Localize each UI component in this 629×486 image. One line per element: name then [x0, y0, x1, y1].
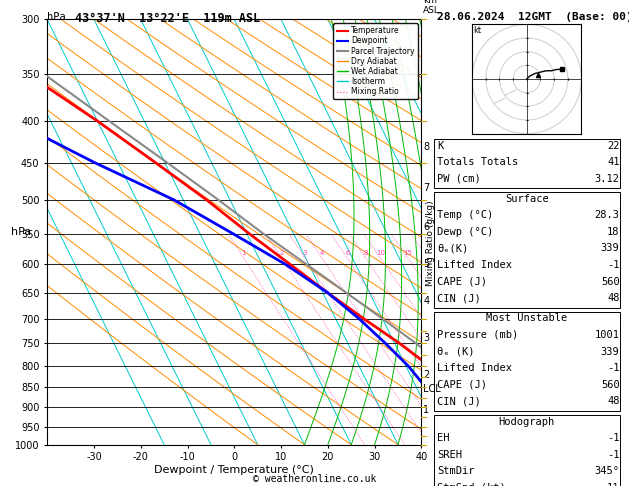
Text: 8: 8 [364, 250, 368, 256]
X-axis label: Dewpoint / Temperature (°C): Dewpoint / Temperature (°C) [154, 465, 314, 475]
Text: 7: 7 [423, 183, 430, 193]
Text: 3: 3 [303, 250, 308, 256]
Text: Hodograph: Hodograph [499, 417, 555, 427]
Text: Surface: Surface [505, 194, 548, 204]
Text: θₑ (K): θₑ (K) [437, 347, 475, 357]
Legend: Temperature, Dewpoint, Parcel Trajectory, Dry Adiabat, Wet Adiabat, Isotherm, Mi: Temperature, Dewpoint, Parcel Trajectory… [333, 23, 418, 99]
Text: θₑ(K): θₑ(K) [437, 243, 469, 254]
Text: Most Unstable: Most Unstable [486, 313, 567, 324]
Text: -1: -1 [607, 363, 620, 373]
Text: EH: EH [437, 433, 450, 443]
Text: Lifted Index: Lifted Index [437, 260, 512, 270]
Text: 6: 6 [423, 222, 430, 232]
Text: kt: kt [474, 25, 482, 35]
Text: km
ASL: km ASL [423, 0, 440, 15]
Text: Lifted Index: Lifted Index [437, 363, 512, 373]
Text: 28.3: 28.3 [594, 210, 620, 221]
Text: hPa: hPa [47, 12, 66, 22]
Text: 339: 339 [601, 347, 620, 357]
Text: 1: 1 [242, 250, 246, 256]
Text: -1: -1 [607, 260, 620, 270]
Text: 4: 4 [320, 250, 325, 256]
Text: Dewp (°C): Dewp (°C) [437, 227, 493, 237]
Text: 560: 560 [601, 277, 620, 287]
Text: 28.06.2024  12GMT  (Base: 00): 28.06.2024 12GMT (Base: 00) [437, 12, 629, 22]
Text: 8: 8 [423, 141, 430, 152]
Text: 2: 2 [279, 250, 284, 256]
Text: 6: 6 [345, 250, 350, 256]
Text: PW (cm): PW (cm) [437, 174, 481, 184]
Text: CIN (J): CIN (J) [437, 293, 481, 303]
Text: 48: 48 [607, 396, 620, 406]
Text: -1: -1 [607, 433, 620, 443]
Text: SREH: SREH [437, 450, 462, 460]
Text: Totals Totals: Totals Totals [437, 157, 518, 168]
Text: 1: 1 [423, 405, 430, 415]
Text: 48: 48 [607, 293, 620, 303]
Text: CAPE (J): CAPE (J) [437, 380, 487, 390]
Text: 345°: 345° [594, 466, 620, 476]
Text: CAPE (J): CAPE (J) [437, 277, 487, 287]
Text: 41: 41 [607, 157, 620, 168]
Text: StmSpd (kt): StmSpd (kt) [437, 483, 506, 486]
Text: CIN (J): CIN (J) [437, 396, 481, 406]
Text: 3.12: 3.12 [594, 174, 620, 184]
Text: Mixing Ratio (g/kg): Mixing Ratio (g/kg) [426, 200, 435, 286]
Text: LCL: LCL [423, 384, 441, 394]
Text: -1: -1 [607, 450, 620, 460]
Text: © weatheronline.co.uk: © weatheronline.co.uk [253, 473, 376, 484]
Text: 18: 18 [607, 227, 620, 237]
Text: 5: 5 [423, 259, 430, 269]
Text: StmDir: StmDir [437, 466, 475, 476]
Text: Pressure (mb): Pressure (mb) [437, 330, 518, 340]
Text: 560: 560 [601, 380, 620, 390]
Text: 22: 22 [607, 141, 620, 151]
Text: 3: 3 [423, 333, 430, 343]
Text: 10: 10 [376, 250, 385, 256]
Text: 2: 2 [423, 369, 430, 380]
Text: 339: 339 [601, 243, 620, 254]
Text: 1001: 1001 [594, 330, 620, 340]
Text: Temp (°C): Temp (°C) [437, 210, 493, 221]
Text: K: K [437, 141, 443, 151]
Text: 43°37'N  13°22'E  119m ASL: 43°37'N 13°22'E 119m ASL [75, 12, 261, 25]
Text: hPa: hPa [11, 227, 31, 237]
Text: 11: 11 [607, 483, 620, 486]
Text: 15: 15 [404, 250, 413, 256]
Text: 4: 4 [423, 295, 430, 306]
